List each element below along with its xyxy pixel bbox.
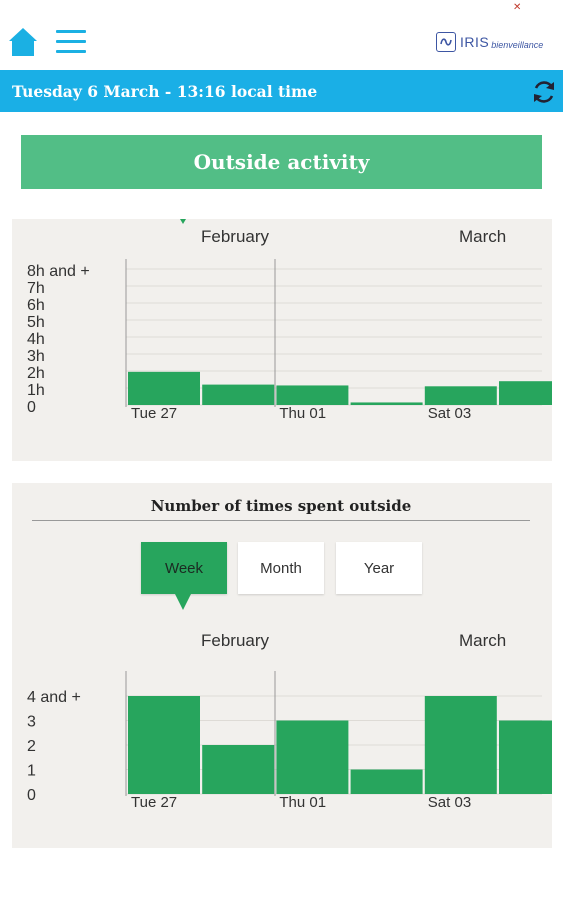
bar (350, 402, 423, 405)
y-tick-label: 4h (27, 331, 45, 348)
bar (202, 384, 275, 405)
brand-mark-icon (436, 32, 456, 52)
x-tick-label: Tue 27 (131, 405, 177, 422)
x-tick-label: Thu 01 (279, 405, 326, 422)
brand-name: IRIS (460, 34, 490, 50)
y-tick-label: 2h (27, 365, 45, 382)
y-tick-label: 3 (27, 714, 36, 731)
y-tick-label: 4 and + (27, 689, 81, 706)
y-tick-label: 1 (27, 763, 36, 780)
bar (128, 696, 200, 794)
month-label-february: February (201, 227, 270, 246)
bar (276, 385, 349, 405)
brand-logo: IRIS bienveillance (436, 30, 543, 54)
y-tick-label: 1h (27, 382, 45, 399)
y-tick-label: 2 (27, 738, 36, 755)
bar (499, 720, 552, 794)
month-label-february: February (201, 631, 270, 650)
y-tick-label: 8h and + (27, 263, 90, 280)
active-tab-pointer (175, 594, 191, 610)
brand-sub: bienveillance (491, 39, 544, 50)
y-tick-label: 3h (27, 348, 45, 365)
notification-dot-icon: ✕ (513, 2, 522, 13)
bar (202, 745, 275, 794)
bar (499, 381, 552, 405)
x-tick-label: Thu 01 (279, 794, 326, 811)
tab-year[interactable]: Year (336, 542, 422, 594)
tab-week[interactable]: Week (141, 542, 227, 594)
date-time-label: Tuesday 6 March - 13:16 local time (12, 82, 318, 101)
y-tick-label: 0 (27, 399, 36, 416)
bar (350, 769, 423, 794)
month-label-march: March (459, 227, 507, 246)
month-label-march: March (459, 631, 507, 650)
tab-month[interactable]: Month (238, 542, 324, 594)
title-divider (32, 520, 530, 521)
x-tick-label: Sat 03 (428, 794, 471, 811)
position-marker-icon (180, 219, 186, 224)
menu-icon[interactable] (56, 30, 86, 54)
duration-chart-card (12, 219, 552, 461)
y-tick-label: 6h (27, 297, 45, 314)
x-tick-label: Sat 03 (428, 405, 471, 422)
bar (128, 371, 200, 405)
y-tick-label: 7h (27, 280, 45, 297)
y-tick-label: 5h (27, 314, 45, 331)
section-title: Outside activity (21, 135, 542, 189)
bar (424, 386, 497, 405)
refresh-icon[interactable] (530, 78, 558, 106)
chart-title: Number of times spent outside (150, 497, 412, 515)
x-tick-label: Tue 27 (131, 794, 177, 811)
times-chart: 0 1 2 3 4 and + Tue 27 Thu 01 Sat 03 (27, 671, 552, 811)
bar (276, 720, 349, 794)
home-icon[interactable] (8, 26, 38, 58)
date-bar (0, 70, 563, 112)
y-tick-label: 0 (27, 787, 36, 804)
bar (424, 696, 497, 794)
